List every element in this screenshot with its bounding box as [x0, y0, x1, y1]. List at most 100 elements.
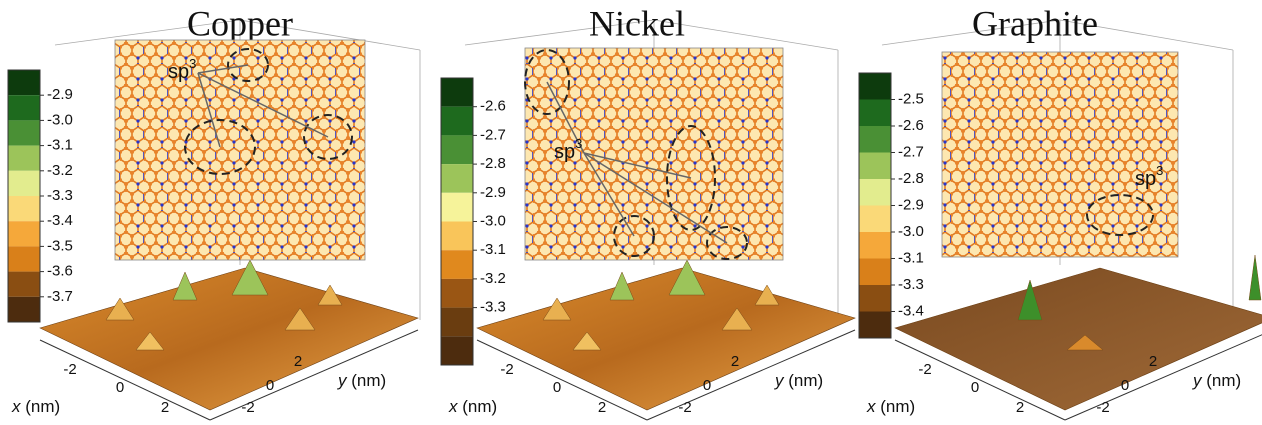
colorbar-swatch: [8, 246, 40, 271]
y-axis-label: y (nm): [1192, 371, 1241, 390]
x-axis-unit: (nm): [880, 397, 915, 416]
x-tick-label: 2: [598, 399, 606, 416]
colorbar-swatch: [859, 259, 891, 286]
colorbar-tick-label: -2.8: [898, 170, 924, 187]
x-tick-label: 0: [116, 379, 124, 396]
annotation-sup: 3: [575, 136, 582, 151]
colorbar-tick-label: -3.0: [47, 111, 73, 128]
figure: Coppersp3-2.9-3.0-3.1-3.2-3.3-3.4-3.5-3.…: [0, 0, 1262, 425]
colorbar-tick-label: -2.6: [898, 117, 924, 134]
colorbar-swatch: [441, 336, 473, 365]
colorbar-swatch: [441, 164, 473, 193]
y-axis-unit: (nm): [351, 371, 386, 390]
colorbar-tick-label: -3.3: [898, 276, 924, 293]
colorbar-tick-label: -2.9: [47, 86, 73, 103]
colorbar-tick-label: -3.3: [47, 187, 73, 204]
annotation-base: sp: [554, 141, 575, 163]
colorbar-tick-label: -3.4: [898, 302, 924, 319]
colorbar-tick-label: -3.1: [898, 249, 924, 266]
colorbar-swatch: [859, 232, 891, 259]
x-axis-label: x (nm): [448, 397, 497, 416]
lattice-inset: [115, 40, 365, 260]
x-axis-label: x (nm): [11, 397, 60, 416]
panel: Coppersp3-2.9-3.0-3.1-3.2-3.3-3.4-3.5-3.…: [8, 3, 420, 420]
y-tick-label: -2: [1096, 399, 1109, 416]
panel: Graphite sp3 -2.5 -2.6 -2.7 -2.8 -2.9 -3.0 -3.1 -…: [859, 3, 1262, 420]
colorbar-tick-label: -3.1: [47, 137, 73, 154]
y-tick-label: 2: [294, 353, 302, 370]
colorbar-swatch: [859, 285, 891, 312]
colorbar-swatch: [8, 171, 40, 196]
y-tick-label: -2: [678, 399, 691, 416]
x-tick-label: -2: [63, 361, 76, 378]
colorbar-swatch: [859, 153, 891, 180]
colorbar-swatch: [859, 312, 891, 339]
colorbar-tick-label: -3.2: [480, 270, 506, 287]
colorbar-tick-label: -3.0: [898, 223, 924, 240]
colorbar-swatch: [8, 146, 40, 171]
panel-title: Nickel: [589, 3, 685, 43]
colorbar-tick-label: -2.8: [480, 155, 506, 172]
colorbar-swatch: [8, 297, 40, 322]
y-tick-label: 0: [703, 377, 711, 394]
x-tick-label: 2: [1016, 399, 1024, 416]
colorbar-tick-label: -3.6: [47, 263, 73, 280]
annotation-sup: 3: [1156, 163, 1163, 178]
colorbar-swatch: [859, 206, 891, 233]
colorbar-tick-label: -3.2: [47, 162, 73, 179]
y-axis-label: y (nm): [337, 371, 386, 390]
colorbar-tick-label: -3.1: [480, 241, 506, 258]
panel: Nickelsp3-2.6-2.7-2.8-2.9-3.0-3.1-3.2-3.…: [441, 3, 855, 420]
colorbar-swatch: [441, 107, 473, 136]
colorbar-swatch: [859, 179, 891, 206]
y-axis-unit: (nm): [788, 371, 823, 390]
colorbar-tick-label: -2.5: [898, 90, 924, 107]
colorbar-tick-label: -3.5: [47, 237, 73, 254]
colorbar-tick-label: -2.6: [480, 98, 506, 115]
x-axis-name: x: [866, 397, 876, 416]
y-axis-name: y: [337, 371, 348, 390]
y-axis-name: y: [1192, 371, 1203, 390]
colorbar-swatch: [859, 126, 891, 153]
y-tick-label: 0: [1121, 377, 1129, 394]
y-axis-label: y (nm): [774, 371, 823, 390]
colorbar-swatch: [8, 70, 40, 95]
colorbar-tick-label: -2.9: [898, 196, 924, 213]
panel-title: Copper: [187, 3, 293, 43]
annotation-base: sp: [1135, 168, 1156, 190]
x-axis-unit: (nm): [462, 397, 497, 416]
colorbar-swatch: [8, 120, 40, 145]
colorbar-swatch: [8, 95, 40, 120]
x-tick-label: -2: [500, 361, 513, 378]
colorbar-swatch: [859, 100, 891, 127]
x-axis-name: x: [11, 397, 21, 416]
colorbar-swatch: [441, 308, 473, 337]
x-tick-label: 0: [553, 379, 561, 396]
colorbar-swatch: [441, 135, 473, 164]
colorbar-swatch: [441, 193, 473, 222]
y-tick-label: 0: [266, 377, 274, 394]
surface-peak: [1249, 255, 1261, 300]
colorbar-tick-label: -3.3: [480, 299, 506, 316]
colorbar-swatch: [8, 221, 40, 246]
y-tick-label: 2: [731, 353, 739, 370]
colorbar-tick-label: -2.7: [898, 143, 924, 160]
lattice-inset: [942, 52, 1178, 257]
colorbar-swatch: [441, 250, 473, 279]
y-axis-unit: (nm): [1206, 371, 1241, 390]
colorbar-tick-label: -3.0: [480, 212, 506, 229]
colorbar-swatch: [859, 73, 891, 100]
colorbar-swatch: [441, 222, 473, 251]
x-tick-label: 2: [161, 399, 169, 416]
x-tick-label: -2: [918, 361, 931, 378]
y-axis-name: y: [774, 371, 785, 390]
colorbar-swatch: [8, 272, 40, 297]
x-tick-label: 0: [971, 379, 979, 396]
x-axis-label: x (nm): [866, 397, 915, 416]
colorbar-swatch: [441, 78, 473, 107]
x-axis-unit: (nm): [25, 397, 60, 416]
x-axis-name: x: [448, 397, 458, 416]
annotation-base: sp: [168, 61, 189, 83]
panel-title: Graphite: [972, 3, 1098, 43]
colorbar-tick-label: -2.9: [480, 184, 506, 201]
